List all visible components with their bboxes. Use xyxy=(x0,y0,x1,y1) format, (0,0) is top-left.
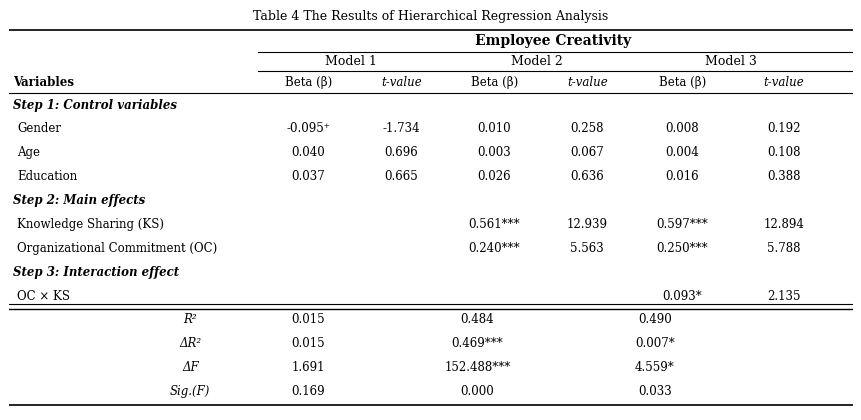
Text: ΔF: ΔF xyxy=(182,361,198,374)
Text: Model 2: Model 2 xyxy=(510,55,562,68)
Text: Variables: Variables xyxy=(13,76,74,89)
Text: 0.240***: 0.240*** xyxy=(468,242,519,255)
Text: 0.597***: 0.597*** xyxy=(656,218,708,231)
Text: 0.636: 0.636 xyxy=(570,170,604,183)
Text: -0.095⁺: -0.095⁺ xyxy=(286,122,330,135)
Text: 0.007*: 0.007* xyxy=(635,337,674,350)
Text: 0.484: 0.484 xyxy=(460,313,493,326)
Text: 5.788: 5.788 xyxy=(766,242,800,255)
Text: Step 1: Control variables: Step 1: Control variables xyxy=(13,99,177,112)
Text: OC × KS: OC × KS xyxy=(17,289,70,302)
Text: 0.000: 0.000 xyxy=(460,385,493,398)
Text: Step 3: Interaction effect: Step 3: Interaction effect xyxy=(13,266,179,278)
Text: 12.894: 12.894 xyxy=(762,218,803,231)
Text: Gender: Gender xyxy=(17,122,61,135)
Text: 0.037: 0.037 xyxy=(291,170,325,183)
Text: 152.488***: 152.488*** xyxy=(443,361,510,374)
Text: Education: Education xyxy=(17,170,77,183)
Text: Step 2: Main effects: Step 2: Main effects xyxy=(13,194,145,207)
Text: 0.067: 0.067 xyxy=(570,146,604,159)
Text: t-value: t-value xyxy=(763,76,803,89)
Text: 0.108: 0.108 xyxy=(766,146,800,159)
Text: 0.250***: 0.250*** xyxy=(656,242,707,255)
Text: 0.008: 0.008 xyxy=(665,122,698,135)
Text: 0.015: 0.015 xyxy=(291,313,325,326)
Text: Table 4 The Results of Hierarchical Regression Analysis: Table 4 The Results of Hierarchical Regr… xyxy=(253,10,608,23)
Text: 0.258: 0.258 xyxy=(570,122,604,135)
Text: t-value: t-value xyxy=(567,76,607,89)
Text: 0.192: 0.192 xyxy=(766,122,800,135)
Text: 0.026: 0.026 xyxy=(477,170,511,183)
Text: 0.665: 0.665 xyxy=(384,170,418,183)
Text: -1.734: -1.734 xyxy=(382,122,420,135)
Text: 0.004: 0.004 xyxy=(665,146,698,159)
Text: 0.696: 0.696 xyxy=(384,146,418,159)
Text: 0.561***: 0.561*** xyxy=(468,218,519,231)
Text: 0.093*: 0.093* xyxy=(661,289,702,302)
Text: Organizational Commitment (OC): Organizational Commitment (OC) xyxy=(17,242,217,255)
Text: Model 1: Model 1 xyxy=(325,55,376,68)
Text: 0.040: 0.040 xyxy=(291,146,325,159)
Text: Beta (β): Beta (β) xyxy=(470,76,517,89)
Text: 0.015: 0.015 xyxy=(291,337,325,350)
Text: 0.003: 0.003 xyxy=(477,146,511,159)
Text: Beta (β): Beta (β) xyxy=(658,76,705,89)
Text: t-value: t-value xyxy=(381,76,421,89)
Text: 0.490: 0.490 xyxy=(637,313,671,326)
Text: Age: Age xyxy=(17,146,40,159)
Text: Employee Creativity: Employee Creativity xyxy=(474,34,631,48)
Text: Model 3: Model 3 xyxy=(704,55,756,68)
Text: 1.691: 1.691 xyxy=(291,361,325,374)
Text: 0.016: 0.016 xyxy=(665,170,698,183)
Text: 0.010: 0.010 xyxy=(477,122,511,135)
Text: Beta (β): Beta (β) xyxy=(284,76,331,89)
Text: ΔR²: ΔR² xyxy=(179,337,201,350)
Text: 0.169: 0.169 xyxy=(291,385,325,398)
Text: Sig.(F): Sig.(F) xyxy=(170,385,210,398)
Text: 5.563: 5.563 xyxy=(570,242,604,255)
Text: R²: R² xyxy=(183,313,197,326)
Text: Knowledge Sharing (KS): Knowledge Sharing (KS) xyxy=(17,218,164,231)
Text: 2.135: 2.135 xyxy=(766,289,800,302)
Text: 12.939: 12.939 xyxy=(567,218,607,231)
Text: 0.469***: 0.469*** xyxy=(451,337,503,350)
Text: 0.033: 0.033 xyxy=(637,385,671,398)
Text: 4.559*: 4.559* xyxy=(635,361,674,374)
Text: 0.388: 0.388 xyxy=(766,170,800,183)
